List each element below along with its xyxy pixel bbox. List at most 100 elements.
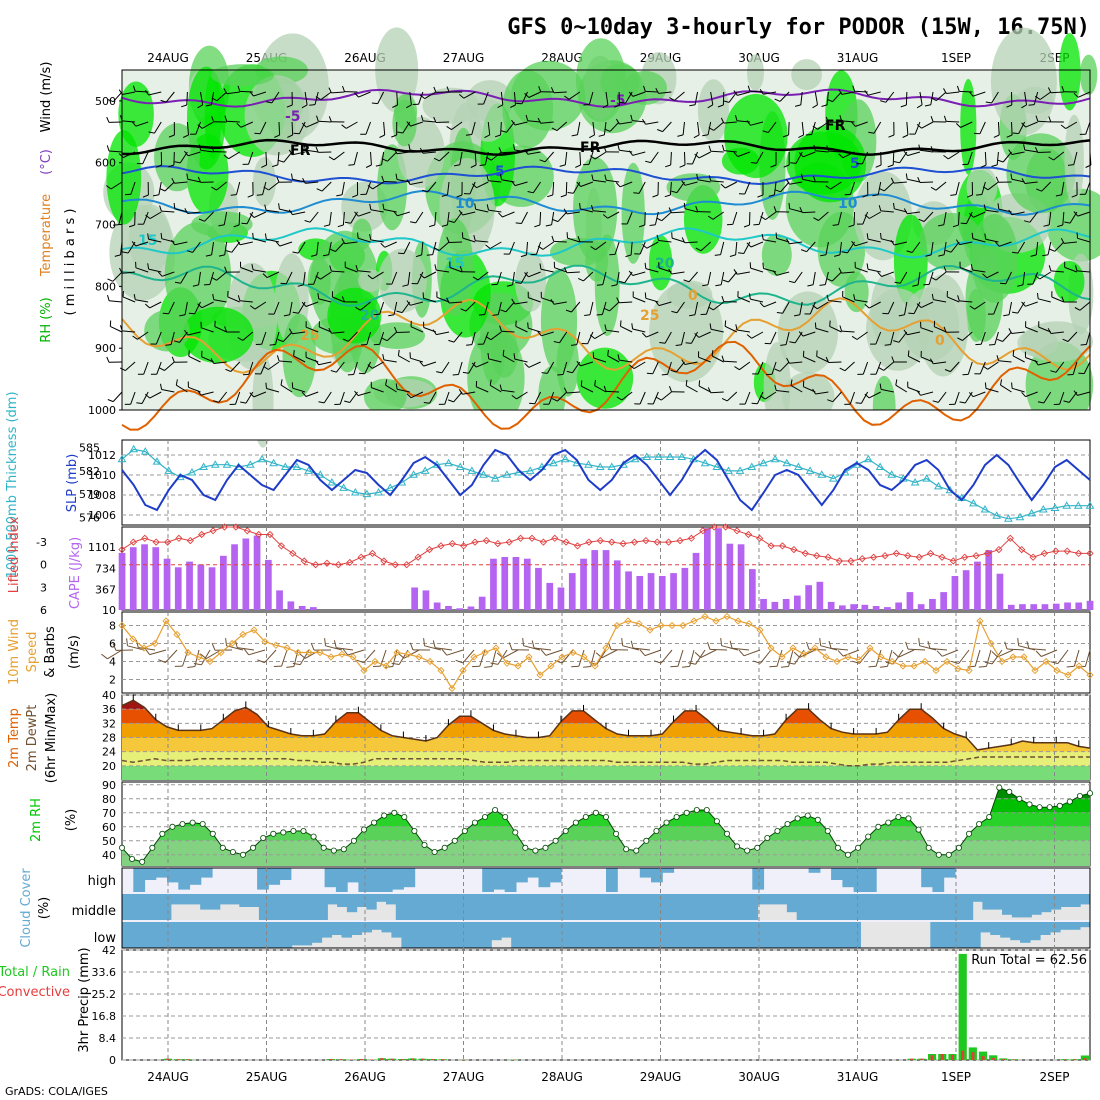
lifted-index-point [664, 538, 673, 546]
wind-barb [728, 271, 738, 283]
rh-blob [1058, 33, 1081, 111]
cloud-low-bar [142, 922, 153, 948]
wind-unit-label: (m/s) [67, 635, 82, 669]
precip-convective-bar [186, 1059, 190, 1060]
cloud-low-bar [301, 922, 313, 946]
wind-barb-10m [336, 647, 354, 651]
lifted-index-point [596, 536, 604, 545]
wind-barb [396, 179, 410, 183]
wind-barb [887, 301, 895, 315]
wind-barb-feather [513, 353, 516, 360]
cloud-middle-bar [659, 894, 671, 920]
wind-barb-feather [711, 350, 714, 357]
wind-barb-feather [419, 361, 424, 367]
wind-barb [468, 361, 476, 374]
wind-barb-feather [669, 386, 672, 392]
precip-convective-bar [441, 1059, 445, 1060]
wind-barb [231, 241, 241, 253]
wind-barb [331, 331, 345, 334]
wind-barb [383, 359, 397, 363]
wind-barb [789, 241, 803, 245]
cape-bar [996, 573, 1004, 610]
wind-barb [344, 241, 358, 245]
wind-barb [441, 361, 450, 374]
lifted-index-point [539, 538, 548, 546]
wind-barb-feather [541, 372, 548, 374]
wind-barb [987, 181, 999, 191]
wind-barb-feather [905, 173, 908, 180]
wind-barb [314, 91, 319, 105]
rh-point [764, 835, 771, 842]
rh-point [381, 812, 388, 819]
cape-bar [782, 599, 790, 610]
isotherm-label: 15 [138, 233, 157, 249]
cape-bar [681, 567, 689, 610]
wind-barb [674, 91, 685, 101]
wind-speed-line [121, 615, 1091, 690]
wind-barb [228, 151, 240, 160]
wind-barb-feather [786, 357, 790, 364]
wind-speed-point [712, 617, 720, 625]
wind-barb-feather [1021, 301, 1026, 307]
precip-convective-bar [920, 1058, 924, 1060]
cloud-low-bar [670, 922, 682, 948]
wind-barb [372, 181, 384, 190]
rh-point [592, 809, 599, 816]
wind-barb-10m-feather [298, 653, 306, 659]
cloud-low-bar [501, 922, 512, 938]
wind-barb-10m-feather [187, 666, 195, 668]
cloud-low-bar [151, 922, 163, 948]
wind-speed-point [272, 641, 280, 649]
wind-barb [168, 301, 175, 314]
wind-barb [626, 211, 633, 225]
wind-barb [632, 328, 646, 333]
cloud-middle-bar [630, 894, 641, 920]
wind-barb [1033, 91, 1039, 105]
wind-barb [449, 241, 463, 243]
precip-convective-bar [359, 1059, 363, 1060]
wind-barb-feather [590, 246, 596, 251]
cloud-middle-bar [738, 894, 749, 920]
precip-tick-label: 42 [102, 944, 116, 957]
wind-barb [336, 361, 345, 373]
precip-convective-bar [349, 1059, 353, 1060]
wind-barb-10m-feather [793, 651, 801, 658]
wind-barb [684, 241, 698, 244]
wind-barb-feather [223, 88, 228, 94]
wind-barb-feather [749, 293, 751, 300]
wind-speed-point [514, 662, 522, 670]
wind-barb-feather [642, 244, 648, 249]
cloud-low-bar [1080, 922, 1091, 928]
wind-barb [332, 296, 345, 303]
cape-bar [872, 606, 880, 610]
rh-point [643, 837, 650, 844]
wind-barb [274, 331, 280, 345]
rh-point [713, 818, 720, 825]
wind-speed-point [789, 644, 797, 652]
wind-barb [364, 361, 371, 374]
precip-convective-bar [991, 1057, 995, 1060]
wind-barb [632, 271, 646, 276]
cloud-middle-bar [190, 894, 201, 905]
precip-convective-bar [1063, 1059, 1067, 1060]
wind-barb [484, 301, 489, 315]
wind-barb [483, 91, 489, 105]
precip-convective-bar [370, 1059, 374, 1060]
wind-barb-feather [750, 162, 757, 164]
cloud-middle-bar [552, 894, 563, 920]
lifted-index-point [129, 538, 138, 546]
wind-barb [698, 151, 711, 159]
wind-barb [566, 391, 580, 394]
wind-speed-point [569, 648, 577, 657]
wind-barb [713, 301, 725, 311]
wind-barb-feather [1008, 149, 1013, 155]
thickness-point [269, 458, 278, 467]
precip-tick-label: 33.6 [92, 966, 117, 979]
rh-point [441, 844, 448, 851]
wind-barb [383, 181, 397, 183]
wind-barb [751, 331, 764, 339]
cloud-middle-bar [650, 894, 661, 920]
wind-barb-feather [188, 312, 195, 315]
wind-barb [108, 150, 123, 153]
wind-barb [828, 361, 842, 363]
